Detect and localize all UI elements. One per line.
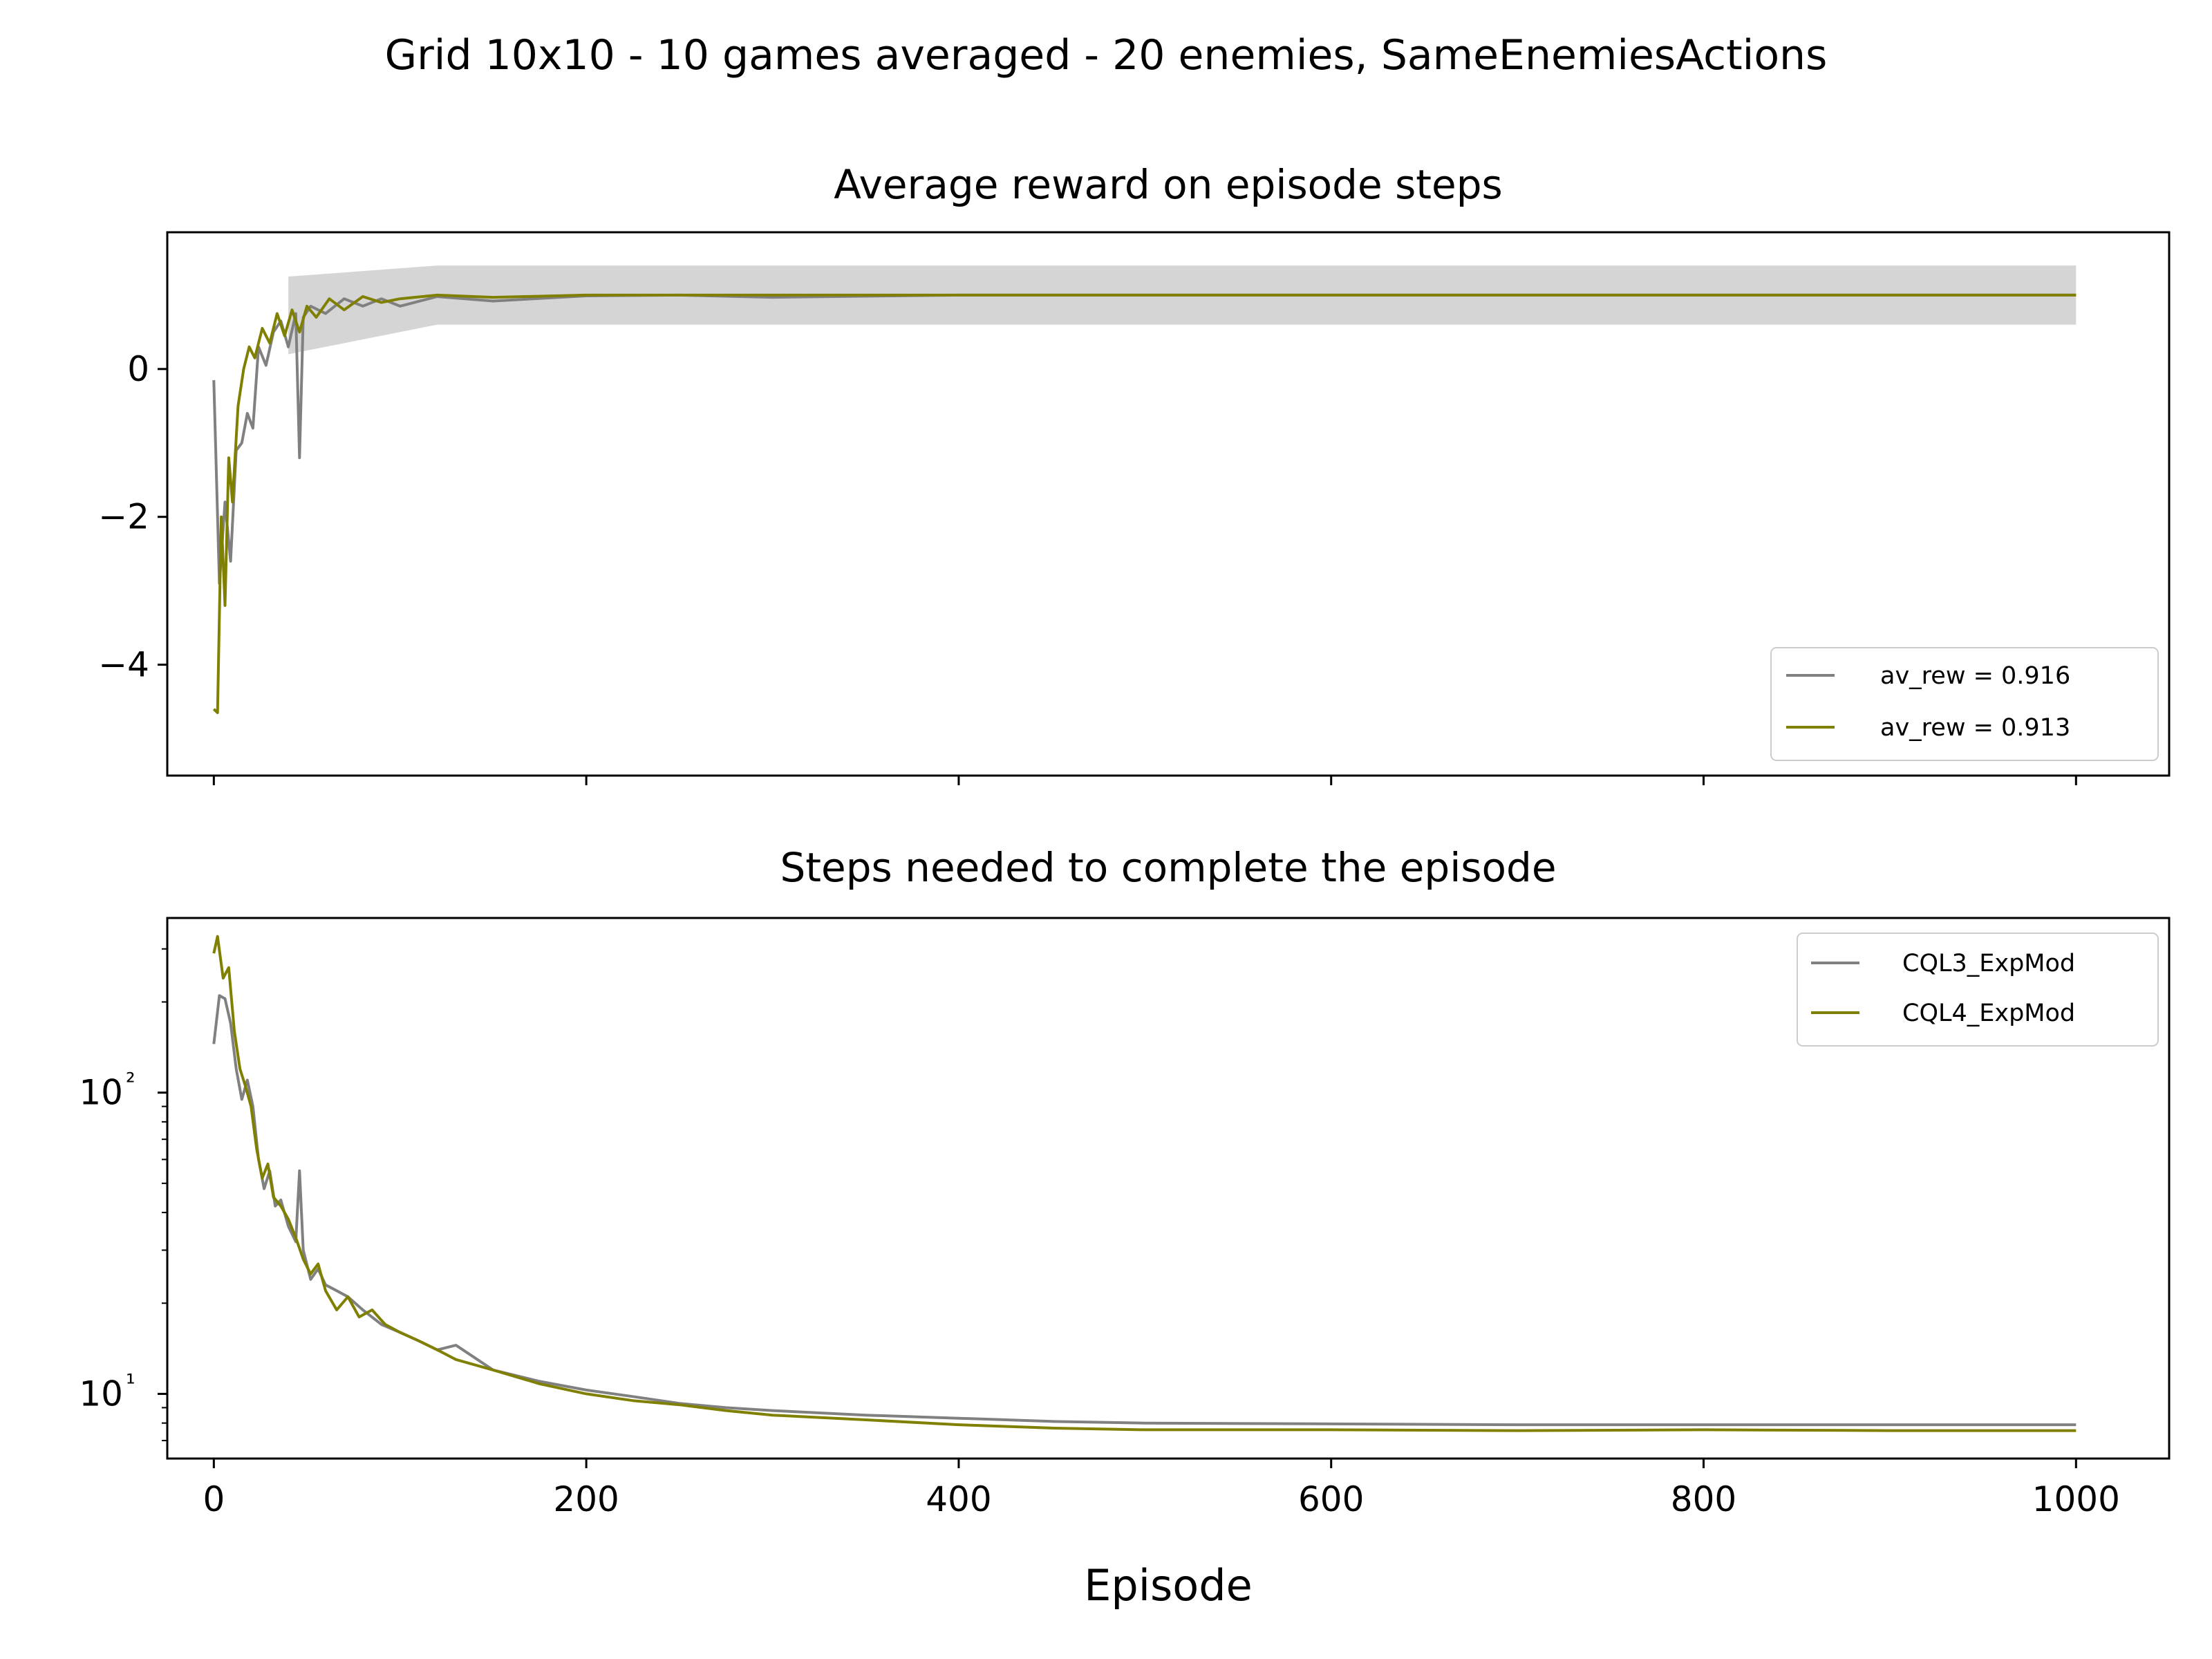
- x-axis-label: Episode: [1084, 1560, 1253, 1611]
- reward-chart: Average reward on episode steps 0 −2 −4 av…: [98, 161, 2171, 785]
- reward-legend-label-1: av_rew = 0.916: [1880, 662, 2070, 690]
- reward-chart-title: Average reward on episode steps: [834, 161, 1503, 208]
- steps-series-lines: [212, 935, 2077, 1432]
- steps-legend-box: [1797, 932, 2159, 1047]
- steps-y-ticks: 10 ¹10 ²: [79, 948, 167, 1441]
- steps-x-ticks: 0 200 400 600 800 1000: [203, 1459, 2120, 1519]
- steps-legend-label-2: CQL4_ExpMod: [1902, 1000, 2075, 1027]
- reward-y-tick-label-1: −2: [98, 497, 149, 537]
- steps-y-tick-label-1: 10: [79, 1073, 123, 1113]
- reward-legend: av_rew = 0.916 av_rew = 0.913: [1770, 647, 2159, 761]
- steps-x-tick-label-1: 200: [553, 1479, 619, 1519]
- steps-chart: Steps needed to complete the episode 0 20…: [79, 844, 2171, 1611]
- steps-series-2-line: [212, 935, 2077, 1432]
- reward-x-ticks: [212, 776, 2077, 785]
- reward-plot-frame: [166, 231, 2171, 777]
- reward-series-1-line: [212, 293, 2077, 585]
- figure-title: Grid 10x10 - 10 games averaged - 20 enem…: [385, 31, 1828, 79]
- reward-y-tick-label-0: 0: [127, 349, 149, 389]
- reward-confidence-band: [288, 265, 2077, 355]
- steps-series-1-line: [212, 994, 2077, 1427]
- steps-x-tick-label-0: 0: [203, 1479, 225, 1519]
- steps-x-tick-label-2: 400: [926, 1479, 991, 1519]
- reward-legend-label-2: av_rew = 0.913: [1880, 714, 2070, 742]
- steps-legend: CQL3_ExpMod CQL4_ExpMod: [1797, 932, 2159, 1047]
- reward-series-lines: [212, 293, 2077, 715]
- reward-y-ticks: 0 −2 −4: [98, 349, 167, 685]
- reward-legend-box: [1770, 647, 2159, 761]
- steps-x-tick-label-5: 1000: [2032, 1479, 2120, 1519]
- steps-chart-title: Steps needed to complete the episode: [780, 844, 1556, 891]
- steps-plot-frame: [166, 917, 2171, 1460]
- reward-band-area: [288, 265, 2077, 355]
- steps-x-tick-label-4: 800: [1671, 1479, 1736, 1519]
- steps-x-tick-label-3: 600: [1298, 1479, 1364, 1519]
- reward-y-tick-label-2: −4: [98, 645, 149, 685]
- steps-y-tick-exponent-0: ¹: [126, 1369, 135, 1397]
- steps-y-tick-label-0: 10: [79, 1374, 123, 1414]
- steps-legend-label-1: CQL3_ExpMod: [1902, 950, 2075, 977]
- reward-series-2-line: [212, 293, 2077, 715]
- steps-y-tick-exponent-1: ²: [126, 1069, 135, 1096]
